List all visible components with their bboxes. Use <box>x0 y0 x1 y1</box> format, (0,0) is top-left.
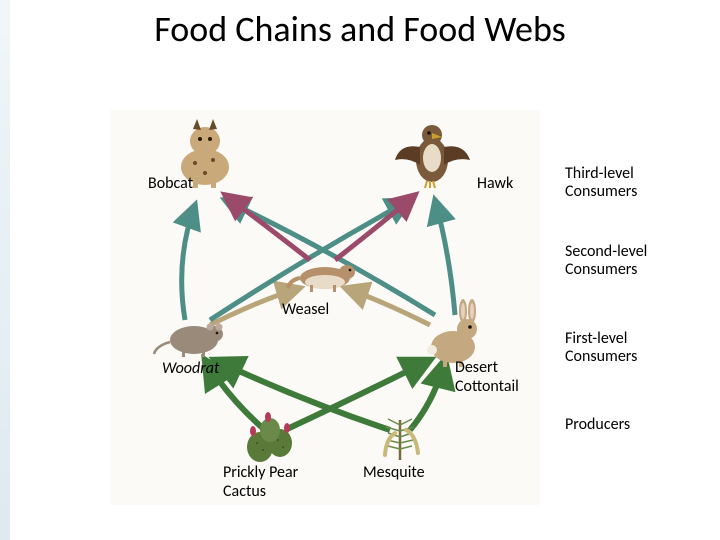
second-level-consumers-label: Second-level Consumers <box>565 243 647 280</box>
woodrat-icon <box>152 310 232 360</box>
weasel-label: Weasel <box>282 300 329 319</box>
third-level-consumers-label: Third-level Consumers <box>565 165 637 202</box>
producers-label: Producers <box>565 416 630 434</box>
desert-cottontail-label: Desert Cottontail <box>455 358 519 396</box>
slide-title: Food Chains and Food Webs <box>150 10 570 50</box>
decorative-stripe <box>0 0 10 540</box>
bobcat-label: Bobcat <box>148 174 193 193</box>
first-level-consumers-label: First-level Consumers <box>565 330 637 367</box>
hawk-icon <box>390 115 475 190</box>
mesquite-label: Mesquite <box>363 463 425 482</box>
mesquite-icon <box>370 405 430 465</box>
weasel-icon <box>285 250 360 295</box>
prickly-pear-label: Prickly Pear Cactus <box>223 463 298 501</box>
prickly-pear-cactus-icon <box>235 410 305 465</box>
woodrat-label: Woodrat <box>162 359 219 378</box>
slide: Food Chains and Food Webs <box>0 0 720 540</box>
hawk-label: Hawk <box>477 174 513 193</box>
